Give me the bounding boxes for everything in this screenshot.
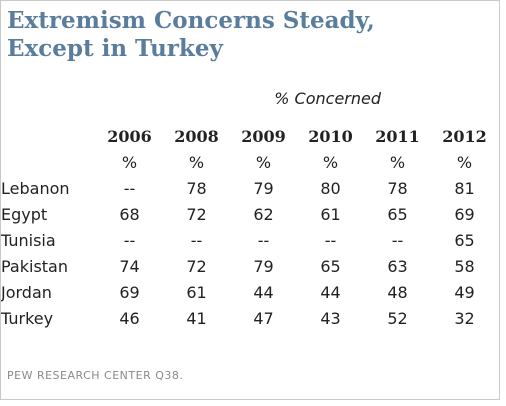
data-cell: 65: [454, 230, 475, 250]
data-cell: 78: [387, 178, 408, 198]
percent-unit-label: %: [121, 152, 138, 172]
data-cell: 74: [119, 256, 140, 276]
data-cell: 41: [186, 308, 207, 328]
data-cell: 81: [454, 178, 475, 198]
data-cell: --: [391, 230, 404, 250]
table-row-tunisia: Tunisia -- -- -- -- -- 65: [1, 227, 498, 253]
year-header: 2010: [308, 126, 353, 146]
year-header: 2012: [442, 126, 487, 146]
table-row-pakistan: Pakistan 74 72 79 65 63 58: [1, 253, 498, 279]
data-cell: 72: [186, 204, 207, 224]
data-cell: 44: [253, 282, 274, 302]
percent-unit-label: %: [389, 152, 406, 172]
country-label: Pakistan: [1, 256, 68, 276]
data-table: 2006 2008 2009 2010 2011 2012 % % % % % …: [1, 123, 498, 331]
chart-title-line-2: Except in Turkey: [7, 35, 223, 62]
country-label: Turkey: [1, 308, 54, 328]
percent-unit-label: %: [322, 152, 339, 172]
year-header-row: 2006 2008 2009 2010 2011 2012: [1, 123, 498, 149]
data-cell: 69: [119, 282, 140, 302]
chart-title-line-1: Extremism Concerns Steady,: [7, 7, 375, 34]
data-cell: 63: [387, 256, 408, 276]
data-cell: 65: [320, 256, 341, 276]
data-cell: 32: [454, 308, 475, 328]
data-cell: 80: [320, 178, 341, 198]
chart-title: Extremism Concerns Steady, Except in Tur…: [7, 7, 375, 63]
data-cell: --: [123, 178, 136, 198]
data-cell: 69: [454, 204, 475, 224]
data-cell: 79: [253, 256, 274, 276]
unit-header-row: % % % % % %: [1, 149, 498, 175]
data-cell: 52: [387, 308, 408, 328]
data-cell: 58: [454, 256, 475, 276]
data-cell: 49: [454, 282, 475, 302]
country-label: Egypt: [1, 204, 48, 224]
table-row-turkey: Turkey 46 41 47 43 52 32: [1, 305, 498, 331]
data-cell: 78: [186, 178, 207, 198]
header-corner: [1, 123, 96, 149]
source-note: PEW RESEARCH CENTER Q38.: [7, 369, 184, 382]
data-cell: 72: [186, 256, 207, 276]
table-row-jordan: Jordan 69 61 44 44 48 49: [1, 279, 498, 305]
data-cell: 68: [119, 204, 140, 224]
year-header: 2011: [375, 126, 420, 146]
year-header: 2006: [107, 126, 152, 146]
chart-subtitle: % Concerned: [274, 89, 381, 108]
data-cell: --: [190, 230, 203, 250]
data-cell: 47: [253, 308, 274, 328]
table-row-lebanon: Lebanon -- 78 79 80 78 81: [1, 175, 498, 201]
year-header: 2008: [174, 126, 219, 146]
data-cell: 65: [387, 204, 408, 224]
data-cell: 62: [253, 204, 274, 224]
percent-unit-label: %: [255, 152, 272, 172]
data-cell: 48: [387, 282, 408, 302]
data-cell: 46: [119, 308, 140, 328]
header-corner: [1, 149, 96, 175]
country-label: Tunisia: [1, 230, 56, 250]
data-cell: 44: [320, 282, 341, 302]
data-cell: --: [324, 230, 337, 250]
year-header: 2009: [241, 126, 286, 146]
percent-unit-label: %: [456, 152, 473, 172]
data-cell: 79: [253, 178, 274, 198]
chart-frame: Extremism Concerns Steady, Except in Tur…: [0, 0, 500, 400]
country-label: Lebanon: [1, 178, 70, 198]
data-cell: --: [123, 230, 136, 250]
data-cell: 61: [320, 204, 341, 224]
data-cell: 43: [320, 308, 341, 328]
data-cell: --: [257, 230, 270, 250]
country-label: Jordan: [1, 282, 52, 302]
table-row-egypt: Egypt 68 72 62 61 65 69: [1, 201, 498, 227]
data-cell: 61: [186, 282, 207, 302]
percent-unit-label: %: [188, 152, 205, 172]
